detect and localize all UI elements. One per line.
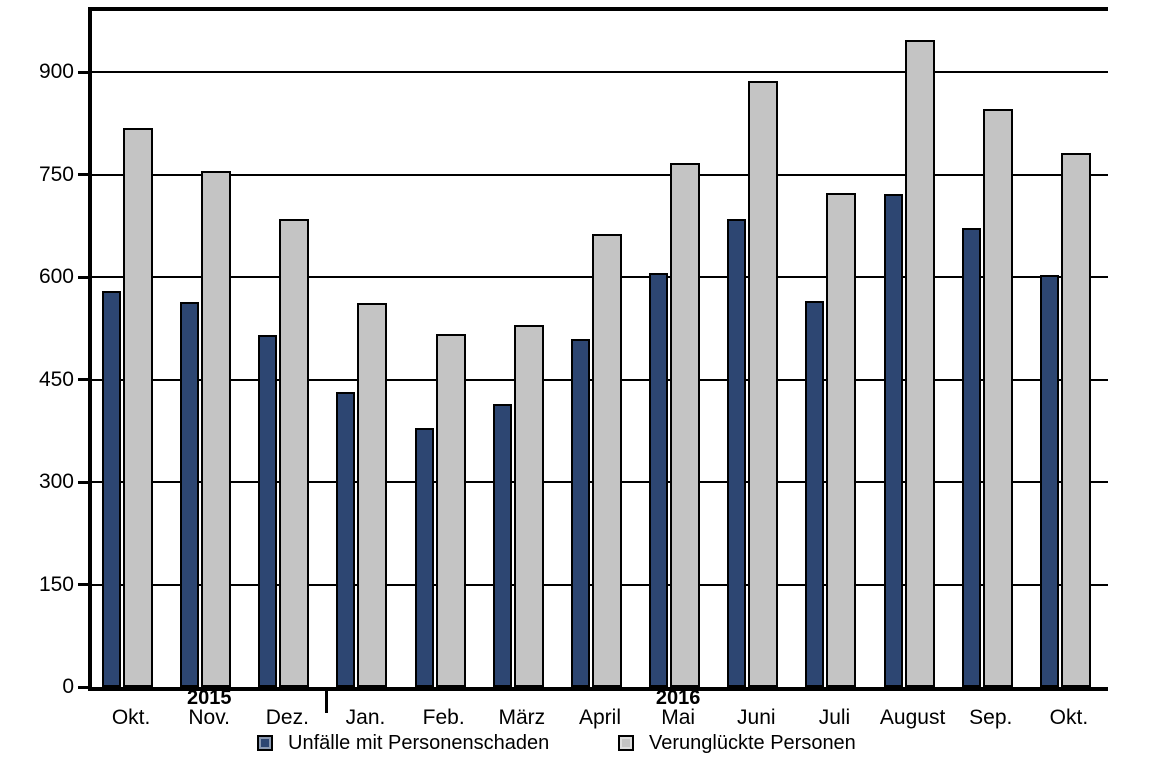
x-axis-label: Juni [737,706,776,729]
legend-swatch-unfaelle-icon [257,735,273,751]
legend-label-verungl: Verunglückte Personen [649,732,856,754]
bar [279,219,310,687]
legend-swatch-verungl-icon [618,735,634,751]
bar [904,40,935,687]
legend-label-unfaelle: Unfälle mit Personenschaden [288,732,550,754]
year-label: 2015 [186,687,232,709]
x-axis-label: Okt. [1049,706,1089,729]
y-axis-label: 750 [38,162,74,186]
bar [982,109,1013,687]
bar [961,228,981,687]
y-axis-label: 900 [38,60,74,84]
bar [258,335,278,687]
bar [1039,275,1059,687]
y-axis-label: 300 [38,470,74,494]
y-axis-tick [78,275,92,279]
x-axis-label: Sep. [969,706,1013,729]
y-axis-tick [78,480,92,484]
y-axis-label: 150 [38,572,74,596]
x-axis-label: Jan. [345,706,386,729]
y-axis-tick [78,70,92,74]
bar [805,301,825,687]
y-axis-tick [78,173,92,177]
bar [826,193,857,687]
bar [435,334,466,687]
bar [727,219,747,687]
y-axis-tick [78,378,92,382]
bar [123,128,153,687]
x-axis-label: August [879,706,946,729]
bar [649,273,669,687]
year-label: 2016 [655,687,701,709]
bar [591,234,622,687]
x-axis-label: Juli [818,706,851,729]
bar [201,171,232,687]
legend-item-unfaelle: Unfälle mit Personenschaden [257,731,549,755]
bar [1060,153,1091,687]
x-axis-label: April [578,706,621,729]
gridline [92,173,1108,176]
y-axis-tick [78,685,92,689]
bar [102,291,121,687]
year-separator-tick [324,691,328,713]
bar [670,163,701,687]
bar [570,339,590,687]
bar [513,325,544,687]
bar [180,302,200,687]
gridline [92,71,1108,74]
bar [492,404,512,687]
bar [336,392,356,687]
plot-area [88,7,1108,691]
y-axis-tick [78,583,92,587]
legend-item-verungl: Verunglückte Personen [618,731,856,755]
bar [748,81,779,687]
x-axis-label: Okt. [111,706,151,729]
x-axis-label: Mai [661,706,696,729]
y-axis-label: 450 [38,367,74,391]
bar [414,428,434,687]
y-axis-label: 600 [38,265,74,289]
y-axis-label: 0 [62,675,74,698]
x-axis-label: Dez. [265,706,309,729]
x-axis-label: Nov. [188,706,231,729]
bar [357,303,388,687]
bar [883,194,903,687]
x-axis-label: Feb. [422,706,465,729]
x-axis-label: März [498,706,546,729]
